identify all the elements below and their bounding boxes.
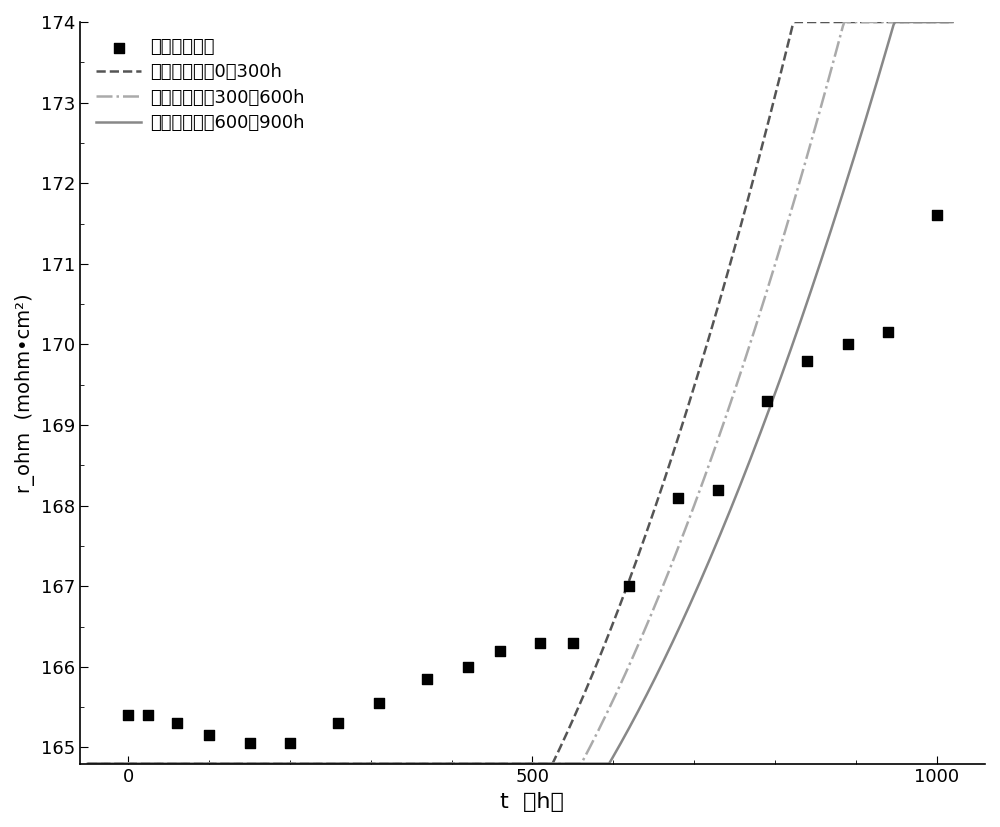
欧姆内阻实测 <box>120 709 136 722</box>
欧姆内阻实测 <box>532 636 548 649</box>
Y-axis label: r_ohm  (mohm•cm²): r_ohm (mohm•cm²) <box>15 293 35 493</box>
欧姆内阻估腹600｀900h <box>889 17 901 27</box>
欧姆内阻估腹600｀900h <box>235 758 247 768</box>
欧姆内阻估腹0｀300h <box>82 758 94 768</box>
欧姆内阻估腹600｀900h <box>304 758 316 768</box>
欧姆内阻估腹300｀600h <box>82 758 94 768</box>
欧姆内阻估腹600｀900h <box>473 758 485 768</box>
欧姆内阻实测 <box>201 729 217 742</box>
欧姆内阻估腹0｀300h <box>947 17 959 27</box>
欧姆内阻实测 <box>799 354 815 367</box>
欧姆内阻估腹0｀300h <box>733 227 745 237</box>
X-axis label: t  （h）: t （h） <box>500 792 564 812</box>
欧姆内阻估腹300｀600h <box>947 17 959 27</box>
欧姆内阻实测 <box>759 394 775 408</box>
欧姆内阻估腹300｀600h <box>473 758 485 768</box>
欧姆内阻实测 <box>929 209 945 222</box>
欧姆内阻估腹300｀600h <box>592 727 604 737</box>
欧姆内阻估腹0｀300h <box>473 758 485 768</box>
欧姆内阻实测 <box>565 636 581 649</box>
欧姆内阻估腹0｀300h <box>659 472 671 482</box>
欧姆内阻实测 <box>460 660 476 673</box>
欧姆内阻估腹600｀900h <box>947 17 959 27</box>
Line: 欧姆内阻估腹0｀300h: 欧姆内阻估腹0｀300h <box>88 22 953 763</box>
欧姆内阻实测 <box>621 580 637 593</box>
欧姆内阻实测 <box>670 491 686 504</box>
欧姆内阻估腹300｀600h <box>659 575 671 585</box>
欧姆内阻估腹600｀900h <box>82 758 94 768</box>
欧姆内阻实测 <box>140 709 156 722</box>
欧姆内阻实测 <box>880 326 896 339</box>
欧姆内阻实测 <box>282 737 298 750</box>
欧姆内阻实测 <box>710 483 726 496</box>
欧姆内阻实测 <box>492 644 508 657</box>
Legend: 欧姆内阻实测, 欧姆内阻估腹0｀300h, 欧姆内阻估腹300｀600h, 欧姆内阻估腹600｀900h: 欧姆内阻实测, 欧姆内阻估腹0｀300h, 欧姆内阻估腹300｀600h, 欧姆… <box>89 31 312 139</box>
欧姆内阻估腹300｀600h <box>733 373 745 383</box>
Line: 欧姆内阻估腹300｀600h: 欧姆内阻估腹300｀600h <box>88 22 953 763</box>
欧姆内阻实测 <box>330 717 346 730</box>
欧姆内阻实测 <box>840 337 856 351</box>
欧姆内阻估腹600｀900h <box>733 483 745 493</box>
欧姆内阻估腹300｀600h <box>304 758 316 768</box>
欧姆内阻估腹300｀600h <box>838 17 850 27</box>
欧姆内阻估腹0｀300h <box>235 758 247 768</box>
欧姆内阻实测 <box>242 737 258 750</box>
欧姆内阻估腹600｀900h <box>659 653 671 662</box>
欧姆内阻实测 <box>419 672 435 686</box>
欧姆内阻估腹0｀300h <box>304 758 316 768</box>
欧姆内阻实测 <box>169 717 185 730</box>
欧姆内阻估腹600｀900h <box>592 758 604 768</box>
欧姆内阻估腹300｀600h <box>235 758 247 768</box>
欧姆内阻估腹0｀300h <box>592 657 604 667</box>
欧姆内阻估腹0｀300h <box>788 17 800 27</box>
Line: 欧姆内阻估腹600｀900h: 欧姆内阻估腹600｀900h <box>88 22 953 763</box>
欧姆内阻实测 <box>371 696 387 710</box>
